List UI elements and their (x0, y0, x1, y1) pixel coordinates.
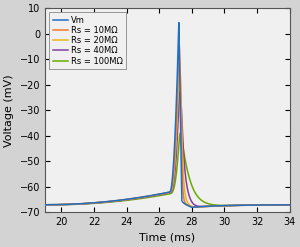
Rs = 20MΩ (225, 204, 228, 207)
Line: Rs = 100MΩ: Rs = 100MΩ (45, 133, 290, 206)
Rs = 10MΩ (56, 203, 59, 206)
Rs = 20MΩ (132, 197, 135, 200)
Rs = 40MΩ (43, 203, 47, 206)
Rs = 40MΩ (238, 204, 242, 207)
Line: Rs = 40MΩ: Rs = 40MΩ (45, 92, 290, 206)
Rs = 40MΩ (201, 205, 204, 208)
Rs = 40MΩ (288, 203, 292, 206)
Line: Rs = 10MΩ: Rs = 10MΩ (45, 45, 290, 207)
Rs = 20MΩ (193, 206, 197, 208)
Rs = 40MΩ (225, 204, 228, 207)
Line: Vm: Vm (45, 23, 290, 207)
Rs = 40MΩ (132, 197, 135, 200)
Rs = 20MΩ (238, 204, 242, 207)
Rs = 10MΩ (288, 203, 292, 206)
Rs = 40MΩ (199, 205, 202, 208)
Vm (177, 21, 181, 24)
Rs = 20MΩ (178, 62, 181, 65)
Y-axis label: Voltage (mV): Voltage (mV) (4, 74, 14, 147)
Rs = 40MΩ (178, 90, 182, 93)
Rs = 10MΩ (188, 205, 192, 208)
Rs = 100MΩ (238, 204, 242, 207)
Rs = 20MΩ (43, 203, 47, 206)
Rs = 20MΩ (288, 203, 292, 206)
Rs = 10MΩ (132, 197, 135, 200)
Rs = 10MΩ (199, 205, 202, 208)
Rs = 40MΩ (56, 203, 59, 206)
Line: Rs = 20MΩ: Rs = 20MΩ (45, 64, 290, 207)
Rs = 20MΩ (199, 205, 202, 208)
Rs = 100MΩ (43, 203, 47, 206)
Vm (188, 205, 192, 208)
Vm (43, 203, 47, 206)
Rs = 100MΩ (226, 204, 230, 207)
Rs = 10MΩ (191, 206, 195, 209)
Rs = 20MΩ (56, 203, 59, 206)
Rs = 100MΩ (188, 178, 192, 181)
Rs = 40MΩ (188, 196, 192, 199)
Vm (199, 205, 202, 208)
Vm (190, 206, 194, 209)
Rs = 100MΩ (179, 131, 182, 134)
Rs = 10MΩ (43, 203, 47, 206)
Rs = 100MΩ (132, 198, 135, 201)
Rs = 10MΩ (238, 204, 242, 207)
Legend: Vm, Rs = 10MΩ, Rs = 20MΩ, Rs = 40MΩ, Rs = 100MΩ: Vm, Rs = 10MΩ, Rs = 20MΩ, Rs = 40MΩ, Rs … (49, 12, 126, 69)
Vm (56, 203, 59, 206)
Rs = 100MΩ (56, 203, 59, 206)
Rs = 100MΩ (225, 204, 228, 207)
Rs = 100MΩ (288, 203, 292, 206)
X-axis label: Time (ms): Time (ms) (139, 233, 196, 243)
Rs = 10MΩ (177, 44, 181, 47)
Vm (238, 204, 242, 207)
Rs = 20MΩ (188, 204, 192, 207)
Vm (132, 197, 135, 200)
Rs = 10MΩ (225, 204, 228, 207)
Rs = 100MΩ (199, 198, 202, 201)
Vm (288, 203, 292, 206)
Vm (225, 204, 228, 207)
